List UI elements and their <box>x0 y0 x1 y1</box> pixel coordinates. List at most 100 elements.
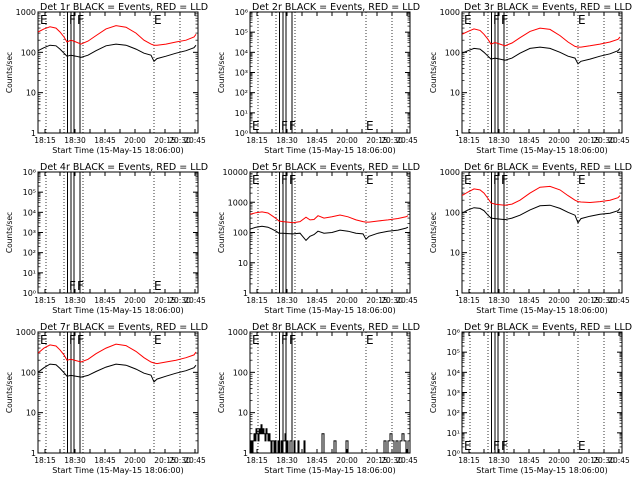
panel-title: Det 3r BLACK = Events, RED = LLD <box>464 2 632 13</box>
marker-f: F <box>289 119 296 133</box>
plot-frame <box>37 11 199 134</box>
plot-frame <box>249 331 411 454</box>
y-axis-label: Counts/sec <box>217 52 226 93</box>
marker-f: F <box>77 279 84 293</box>
y-axis-label: Counts/sec <box>429 52 438 93</box>
y-tick-label: 1 <box>455 129 460 138</box>
x-tick-label: 18:30 <box>64 136 86 145</box>
y-tick-label: 1 <box>31 129 36 138</box>
x-tick-label: 18:15 <box>34 296 56 305</box>
x-tick-label: 20:15 <box>366 456 388 465</box>
y-tick-label: 100 <box>21 48 36 57</box>
x-tick-label: 20:45 <box>608 136 630 145</box>
x-tick-label: 18:30 <box>64 456 86 465</box>
x-tick-label: 18:45 <box>518 456 540 465</box>
x-tick-label: 18:30 <box>276 136 298 145</box>
marker-f: F <box>493 173 500 187</box>
marker-f: F <box>77 13 84 27</box>
panel-det5r: Det 5r BLACK = Events, RED = LLD 1 10 100 10… <box>217 162 420 315</box>
y-tick-label: 10⁵ <box>23 188 36 197</box>
x-tick-label: 20:00 <box>548 456 570 465</box>
x-tick-label: 18:30 <box>488 296 510 305</box>
y-tick-label: 10⁴ <box>447 368 460 377</box>
marker-e: E <box>464 13 472 27</box>
plot-frame <box>461 171 623 294</box>
series-line-lld <box>462 27 621 48</box>
plot-frame <box>37 331 199 454</box>
series-line-events <box>462 46 621 65</box>
y-tick-label: 10⁵ <box>235 28 248 37</box>
x-axis-label: Start Time (15-May-15 18:06:00) <box>52 466 183 475</box>
x-tick-label: 20:00 <box>124 136 146 145</box>
x-tick-label: 18:30 <box>276 456 298 465</box>
x-tick-label: 20:15 <box>366 296 388 305</box>
plot-frame <box>461 11 623 134</box>
y-axis-label: Counts/sec <box>429 372 438 413</box>
y-axis-label: Counts/sec <box>217 372 226 413</box>
x-axis-label: Start Time (15-May-15 18:06:00) <box>476 466 607 475</box>
y-tick-label: 10² <box>447 409 460 418</box>
marker-e: E <box>464 439 472 453</box>
x-tick-label: 20:30 <box>381 296 403 305</box>
x-tick-label: 20:00 <box>336 136 358 145</box>
y-tick-label: 1000 <box>228 328 248 337</box>
x-tick-label: 20:15 <box>578 456 600 465</box>
marker-f: F <box>77 333 84 347</box>
y-tick-label: 10² <box>23 249 36 258</box>
panel-title: Det 4r BLACK = Events, RED = LLD <box>40 162 208 173</box>
y-tick-label: 10 <box>450 249 460 258</box>
marker-e: E <box>578 13 586 27</box>
y-tick-label: 10 <box>238 409 248 418</box>
marker-e: E <box>252 119 260 133</box>
marker-e: E <box>366 173 374 187</box>
y-tick-label: 1000 <box>16 8 36 17</box>
marker-e: E <box>40 13 48 27</box>
series-line-events <box>38 43 197 63</box>
x-axis-label: Start Time (15-May-15 18:06:00) <box>52 306 183 315</box>
y-tick-label: 10⁶ <box>23 168 36 177</box>
panel-det6r: Det 6r BLACK = Events, RED = LLD 1 10 100 10… <box>429 162 632 315</box>
y-tick-label: 10 <box>450 89 460 98</box>
x-tick-label: 18:15 <box>458 296 480 305</box>
marker-e: E <box>40 333 48 347</box>
y-tick-label: 1000 <box>228 198 248 207</box>
x-tick-label: 18:15 <box>246 136 268 145</box>
x-tick-label: 20:00 <box>124 296 146 305</box>
y-tick-label: 10² <box>235 89 248 98</box>
y-tick-label: 10⁴ <box>235 48 248 57</box>
x-tick-label: 18:45 <box>94 136 116 145</box>
y-tick-label: 10000 <box>223 168 248 177</box>
marker-f: F <box>501 13 508 27</box>
x-tick-label: 20:45 <box>396 136 418 145</box>
series-line-lld <box>38 343 197 365</box>
panel-title: Det 5r BLACK = Events, RED = LLD <box>252 162 420 173</box>
marker-f: F <box>281 119 288 133</box>
x-axis-label: Start Time (15-May-15 18:06:00) <box>264 466 395 475</box>
y-tick-label: 100 <box>445 48 460 57</box>
y-tick-label: 1000 <box>440 8 460 17</box>
y-tick-label: 10⁶ <box>447 328 460 337</box>
y-axis-label: Counts/sec <box>429 212 438 253</box>
y-tick-label: 10⁶ <box>235 8 248 17</box>
marker-e: E <box>366 119 374 133</box>
marker-f: F <box>501 439 508 453</box>
y-tick-label: 1 <box>455 289 460 298</box>
y-tick-label: 1000 <box>16 328 36 337</box>
x-tick-label: 20:45 <box>396 296 418 305</box>
x-tick-label: 20:30 <box>381 456 403 465</box>
x-tick-label: 18:15 <box>246 456 268 465</box>
x-tick-label: 18:45 <box>306 296 328 305</box>
x-axis-label: Start Time (15-May-15 18:06:00) <box>264 146 395 155</box>
marker-f: F <box>69 333 76 347</box>
x-tick-label: 20:00 <box>336 296 358 305</box>
panel-title: Det 6r BLACK = Events, RED = LLD <box>464 162 632 173</box>
x-tick-label: 20:15 <box>578 296 600 305</box>
x-axis-label: Start Time (15-May-15 18:06:00) <box>264 306 395 315</box>
series-line-lld <box>38 25 197 46</box>
x-tick-label: 20:45 <box>608 296 630 305</box>
y-tick-label: 10⁰ <box>23 289 36 298</box>
marker-e: E <box>252 173 260 187</box>
marker-f: F <box>281 333 288 347</box>
x-tick-label: 20:30 <box>169 296 191 305</box>
panel-title: Det 1r BLACK = Events, RED = LLD <box>40 2 208 13</box>
